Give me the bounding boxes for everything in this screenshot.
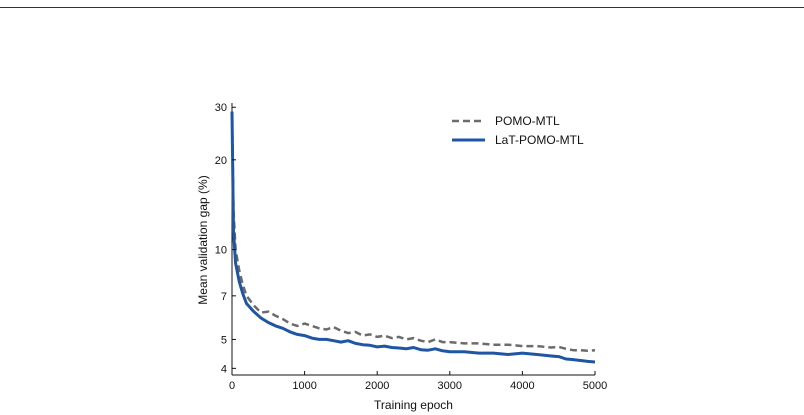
top-rule xyxy=(0,7,804,8)
y-tick-label: 10 xyxy=(215,245,227,257)
ticks-layer: 0 1000 2000 3000 4000 5000 4 5 7 10 20 30 xyxy=(215,102,607,392)
y-tick-label: 20 xyxy=(215,155,227,167)
legend: POMO-MTL LaT-POMO-MTL xyxy=(452,114,584,147)
x-tick-label: 2000 xyxy=(365,380,389,392)
y-tick-label: 30 xyxy=(215,102,227,114)
series-layer xyxy=(230,111,596,364)
x-tick-label: 3000 xyxy=(438,380,462,392)
y-tick-label: 7 xyxy=(221,291,227,303)
x-tick-label: 4000 xyxy=(510,380,534,392)
y-axis-label: Mean validation gap (%) xyxy=(196,175,210,304)
x-tick-label: 5000 xyxy=(583,380,607,392)
legend-label-pomo-mtl: POMO-MTL xyxy=(495,114,560,128)
series-line-pomo-mtl xyxy=(230,111,596,353)
y-tick-label: 5 xyxy=(221,334,227,346)
x-tick-label: 0 xyxy=(229,380,235,392)
legend-label-lat-pomo-mtl: LaT-POMO-MTL xyxy=(495,133,584,147)
x-tick-label: 1000 xyxy=(292,380,316,392)
series-line-lat-pomo-mtl xyxy=(230,111,596,364)
y-tick-label: 4 xyxy=(221,363,227,375)
x-axis-label: Training epoch xyxy=(374,398,453,412)
